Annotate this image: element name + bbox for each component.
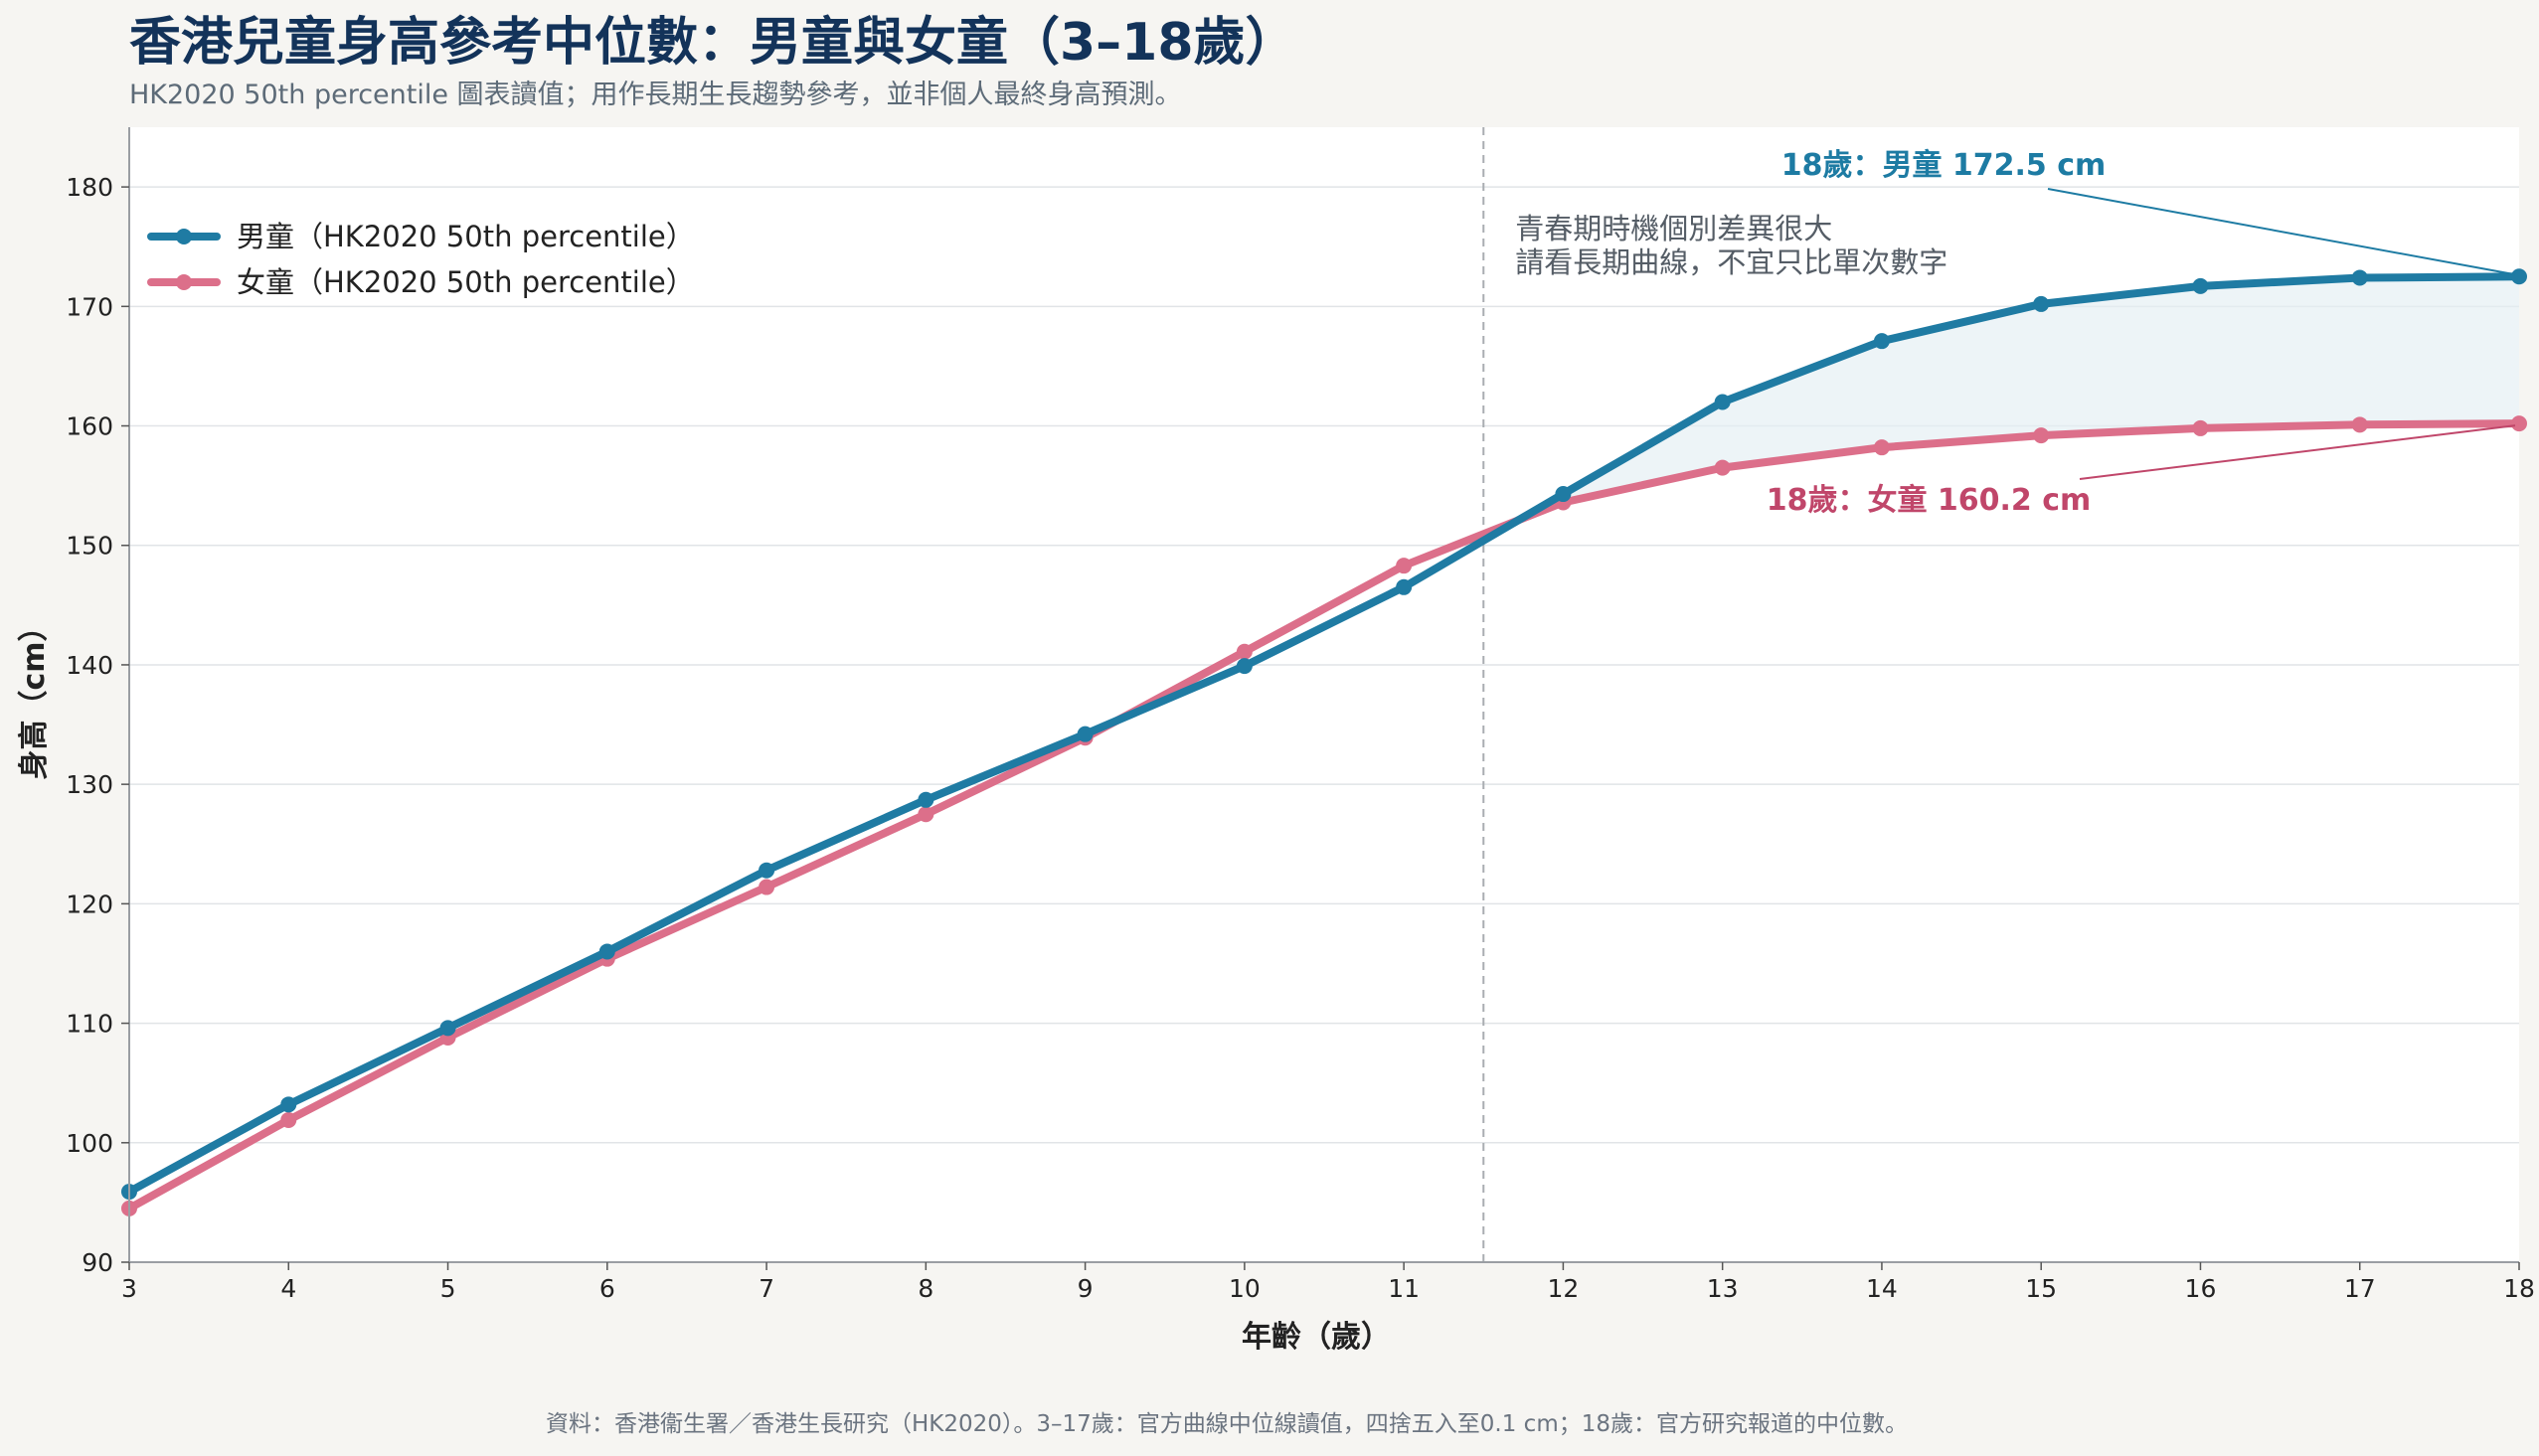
- data-point-girls-15: [2033, 427, 2050, 444]
- x-tick-label-11: 11: [1388, 1274, 1420, 1303]
- data-point-boys-15: [2033, 295, 2050, 312]
- data-point-boys-6: [598, 943, 615, 960]
- source-note: 資料：香港衞生署／香港生長研究（HK2020）。3–17歲：官方曲線中位線讀值，…: [546, 1411, 1908, 1437]
- data-point-girls-7: [759, 879, 775, 895]
- y-tick-label-110: 110: [66, 1010, 113, 1039]
- x-tick-label-4: 4: [280, 1274, 296, 1303]
- legend: 男童（HK2020 50th percentile） 女童（HK2020 50th…: [147, 220, 695, 299]
- legend-label-boys: 男童（HK2020 50th percentile）: [237, 220, 695, 253]
- data-point-girls-11: [1396, 558, 1413, 574]
- y-tick-label-90: 90: [82, 1248, 113, 1277]
- axes: 3 4 5 6 7 8 9 10 11 12 13 14 15 16 17 18 90 100 110 120 130 1…: [66, 127, 2535, 1303]
- data-point-boys-4: [280, 1096, 297, 1113]
- data-point-girls-16: [2192, 419, 2209, 436]
- legend-marker-boys: [176, 229, 192, 244]
- data-point-girls-8: [918, 806, 934, 823]
- legend-marker-girls: [176, 274, 192, 290]
- data-point-girls-13: [1714, 459, 1731, 476]
- data-point-girls-17: [2351, 416, 2368, 433]
- data-point-boys-11: [1396, 578, 1413, 595]
- annotation-boys-18: 18歲：男童 172.5 cm: [1781, 148, 2107, 183]
- series-line-boys: [125, 272, 2523, 1197]
- x-tick-label-5: 5: [440, 1274, 456, 1303]
- data-point-girls-18: [2511, 415, 2527, 432]
- y-tick-label-120: 120: [66, 890, 113, 918]
- x-tick-label-10: 10: [1229, 1274, 1261, 1303]
- data-point-boys-7: [759, 862, 775, 879]
- data-point-boys-5: [439, 1020, 456, 1037]
- x-tick-label-3: 3: [121, 1274, 137, 1303]
- legend-label-girls: 女童（HK2020 50th percentile）: [237, 265, 695, 299]
- data-point-boys-14: [1873, 333, 1890, 350]
- data-point-girls-4: [280, 1111, 297, 1128]
- x-tick-label-6: 6: [599, 1274, 615, 1303]
- y-tick-label-180: 180: [66, 173, 113, 202]
- chart-title: 香港兒童身高參考中位數：男童與女童（3–18歲）: [129, 13, 1297, 73]
- y-tick-label-130: 130: [66, 770, 113, 799]
- y-tick-label-150: 150: [66, 532, 113, 561]
- data-point-boys-16: [2192, 277, 2209, 294]
- data-point-boys-9: [1077, 726, 1094, 742]
- x-tick-label-18: 18: [2503, 1274, 2535, 1303]
- x-tick-label-13: 13: [1707, 1274, 1739, 1303]
- y-tick-label-100: 100: [66, 1129, 113, 1158]
- series-line-girls: [125, 419, 2523, 1213]
- x-tick-label-14: 14: [1866, 1274, 1898, 1303]
- y-tick-label-170: 170: [66, 292, 113, 321]
- fill-between-series: [1483, 276, 2519, 541]
- y-tick-label-140: 140: [66, 651, 113, 680]
- x-tick-label-15: 15: [2025, 1274, 2057, 1303]
- data-point-boys-8: [918, 791, 934, 808]
- x-tick-label-8: 8: [918, 1274, 933, 1303]
- y-tick-label-160: 160: [66, 412, 113, 441]
- x-tick-label-7: 7: [759, 1274, 774, 1303]
- data-point-boys-17: [2351, 269, 2368, 286]
- x-axis-title: 年齡（歲）: [1242, 1320, 1391, 1355]
- data-point-girls-10: [1236, 643, 1253, 660]
- x-tick-label-16: 16: [2185, 1274, 2217, 1303]
- data-point-boys-10: [1236, 658, 1253, 675]
- chart-subtitle: HK2020 50th percentile 圖表讀值；用作長期生長趨勢參考，並…: [129, 80, 1182, 110]
- note-line-2: 請看長期曲線，不宜只比單次數字: [1515, 245, 1947, 279]
- series-lines: [121, 268, 2527, 1216]
- x-tick-label-9: 9: [1078, 1274, 1094, 1303]
- y-axis-title: 身高（cm）: [17, 611, 52, 779]
- annotation-leader-girls: [2079, 424, 2516, 480]
- annotation-girls-18: 18歲：女童 160.2 cm: [1767, 483, 2092, 518]
- data-point-boys-13: [1714, 394, 1731, 410]
- note-line-1: 青春期時機個別差異很大: [1515, 212, 1832, 245]
- data-point-boys-18: [2511, 268, 2527, 285]
- x-tick-label-17: 17: [2344, 1274, 2376, 1303]
- data-point-boys-12: [1555, 486, 1572, 503]
- data-point-girls-14: [1873, 439, 1890, 456]
- fill-between-area: [1483, 276, 2519, 541]
- annotation-leader-boys: [2047, 188, 2516, 276]
- x-tick-label-12: 12: [1547, 1274, 1579, 1303]
